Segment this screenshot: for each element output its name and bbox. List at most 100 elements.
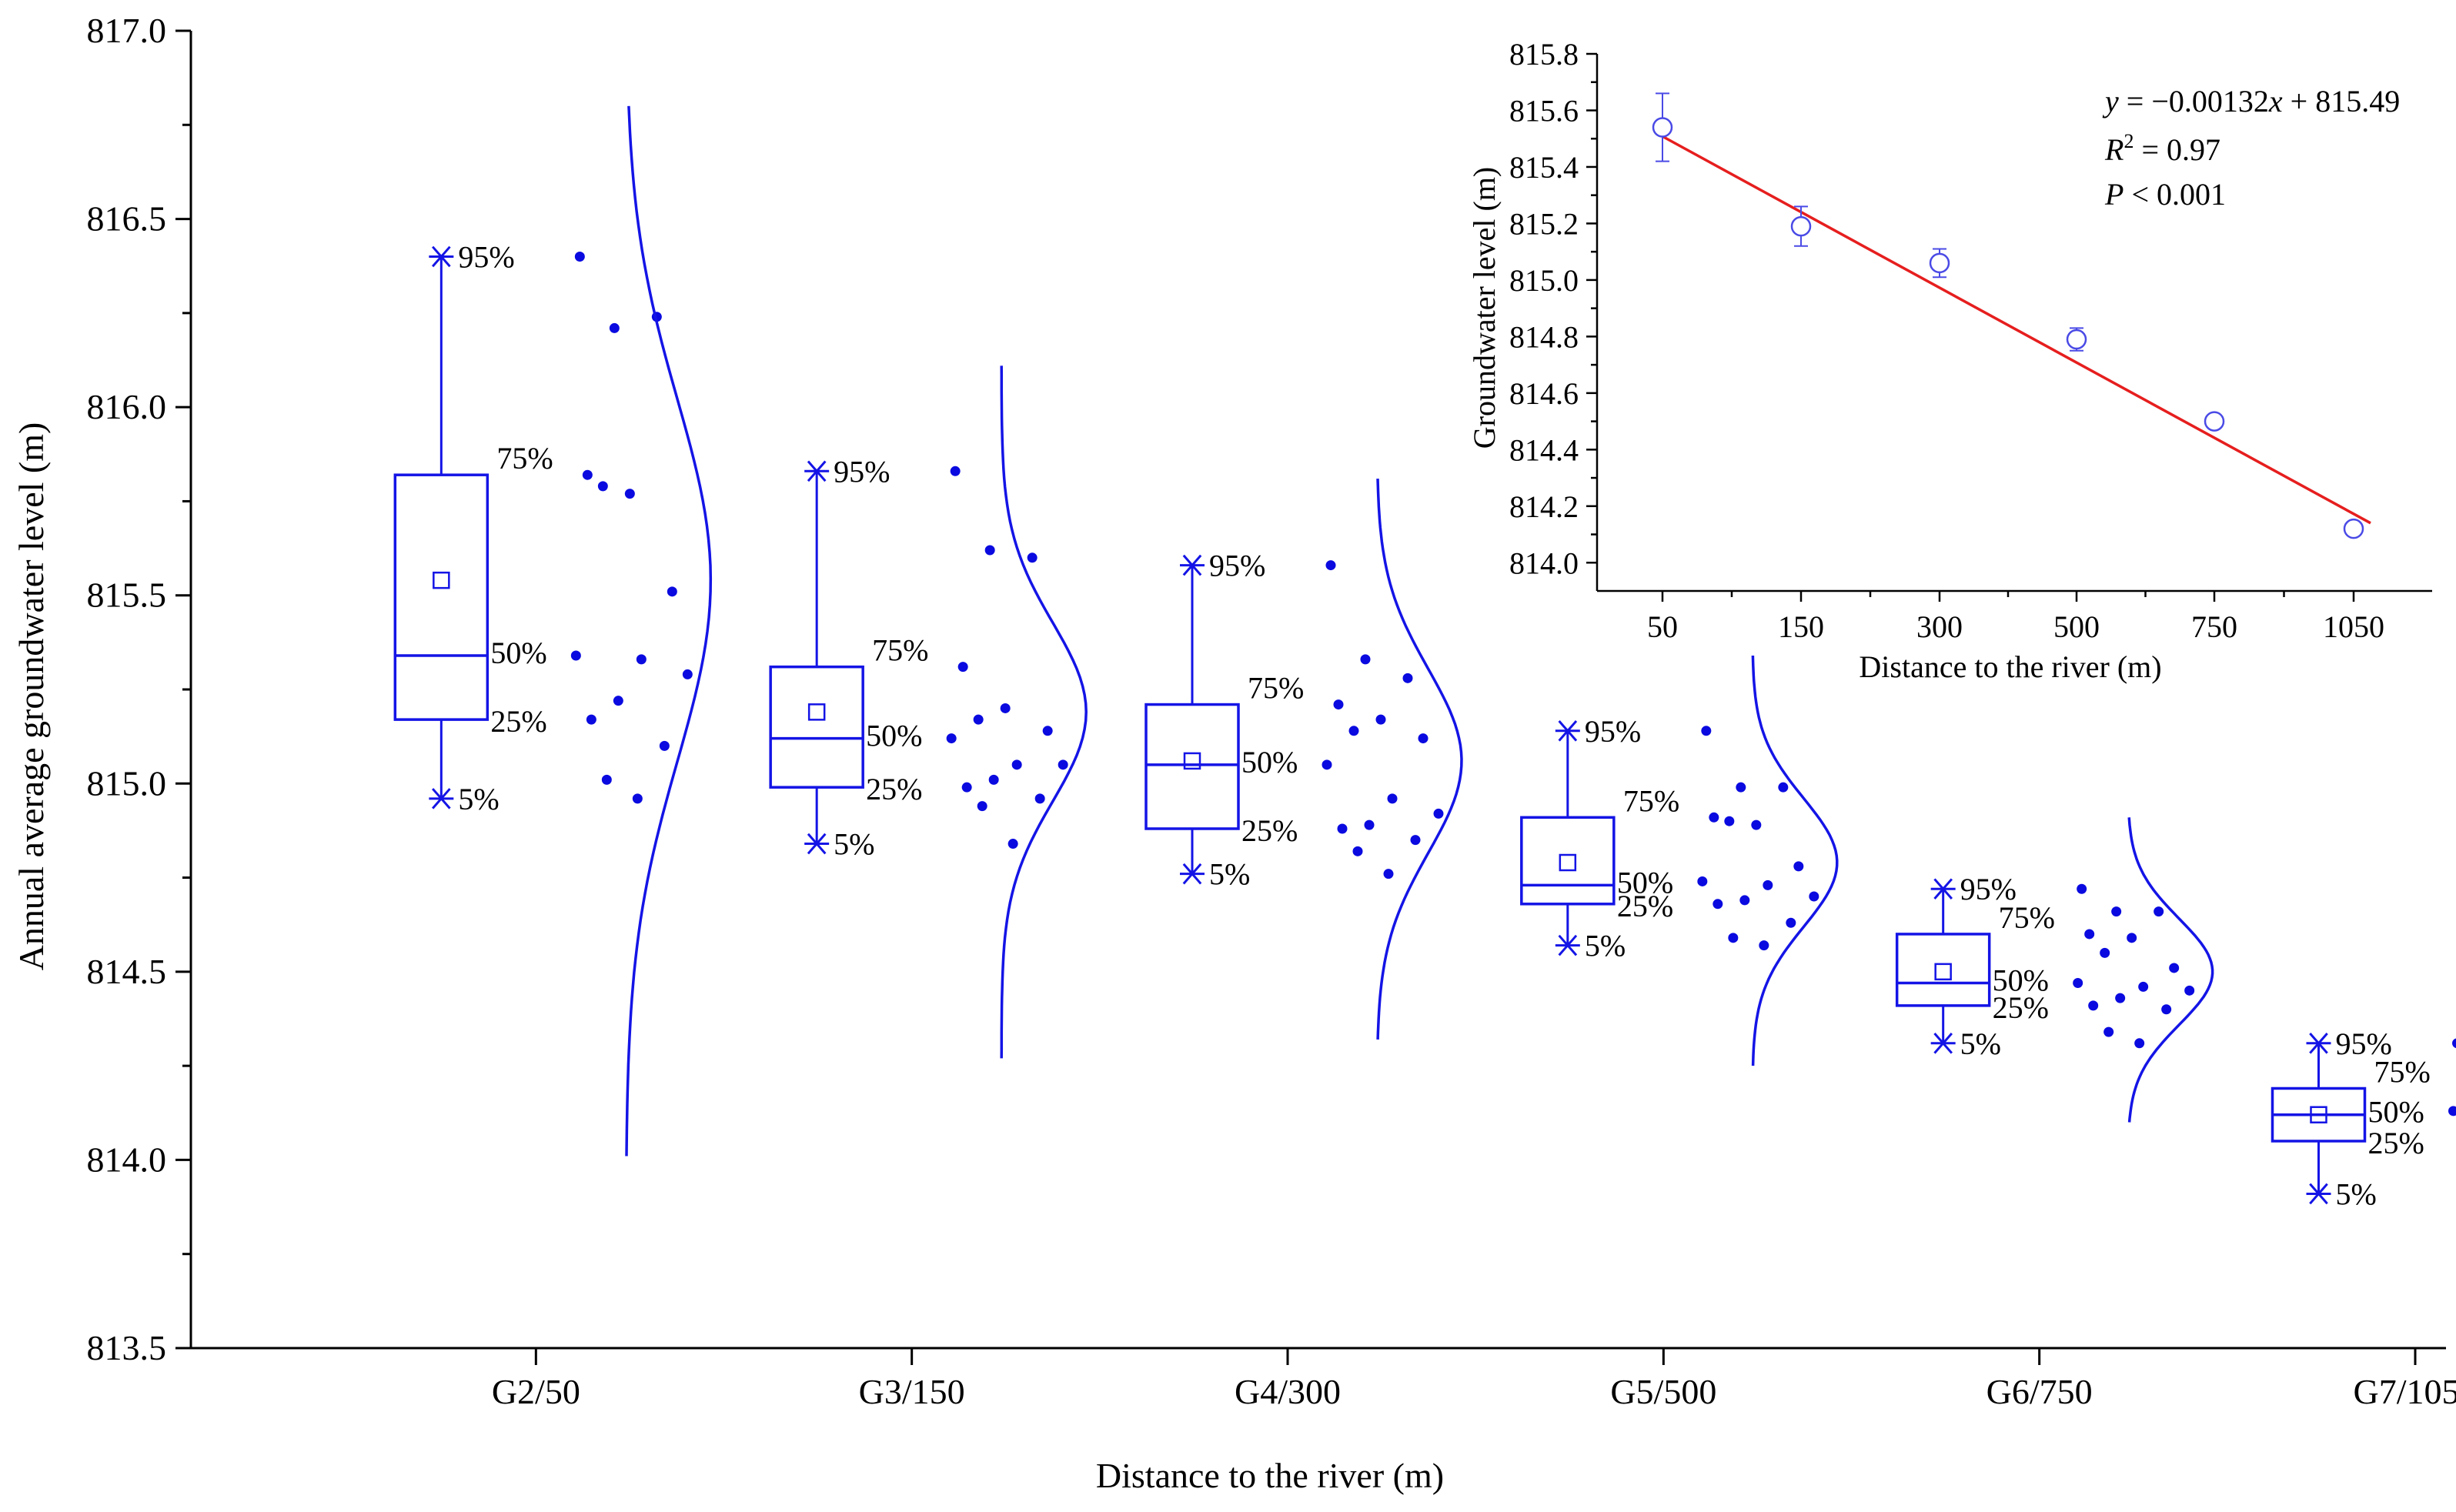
data-point — [1763, 880, 1773, 890]
data-point — [1786, 918, 1796, 928]
data-point — [974, 715, 984, 725]
inset-x-tick-label: 300 — [1916, 609, 1963, 644]
data-point — [1001, 703, 1011, 713]
data-point — [667, 586, 677, 596]
label-50-percent: 50% — [866, 719, 922, 753]
data-point — [1384, 869, 1394, 879]
main-y-tick-label: 813.5 — [87, 1328, 167, 1367]
data-point — [1349, 726, 1359, 736]
data-point — [1778, 783, 1788, 793]
data-point — [989, 775, 999, 785]
box-group-g4-300: 95% 75% 50% 25% 5% — [1146, 479, 1462, 1040]
distribution-curve — [627, 106, 710, 1157]
label-5-percent: 5% — [1209, 857, 1250, 892]
label-5-percent: 5% — [834, 827, 874, 862]
label-95-percent: 95% — [458, 239, 514, 274]
label-75-percent: 75% — [2374, 1054, 2431, 1089]
data-point — [951, 466, 961, 476]
mean-circle-marker — [1930, 254, 1949, 272]
data-point — [1028, 552, 1038, 562]
equation-y-var: y — [2102, 84, 2119, 118]
data-point — [1434, 809, 1444, 819]
label-95-percent: 95% — [1209, 549, 1265, 583]
data-point — [1697, 876, 1707, 886]
inset-plot-background — [1597, 54, 2432, 591]
data-point — [1326, 560, 1336, 570]
inset-y-tick-label: 814.8 — [1509, 319, 1579, 354]
equation-coefficient: = −0.00132 — [2119, 84, 2269, 118]
mean-marker — [1936, 964, 1951, 980]
label-75-percent: 75% — [1248, 671, 1304, 706]
iqr-box — [1897, 934, 1990, 1006]
label-75-percent: 75% — [496, 441, 553, 476]
data-point — [1322, 759, 1332, 769]
data-point — [2127, 933, 2137, 943]
data-point — [1338, 823, 1348, 833]
inset-y-tick-label: 815.8 — [1509, 37, 1579, 72]
r-squared-label: R2 = 0.97 — [2104, 130, 2220, 167]
data-point — [683, 669, 693, 679]
data-point — [958, 662, 968, 672]
data-point — [1035, 793, 1045, 803]
label-5-percent: 5% — [1585, 929, 1626, 963]
data-point — [1709, 813, 1719, 823]
data-point — [625, 489, 635, 499]
main-y-tick-label: 815.0 — [87, 763, 167, 803]
data-point — [1724, 816, 1734, 826]
main-x-tick-label: G7/1050 — [2354, 1372, 2456, 1411]
main-x-tick-label: G4/300 — [1235, 1372, 1341, 1411]
inset-x-axis-label: Distance to the river (m) — [1859, 649, 2161, 684]
data-point — [2100, 948, 2110, 958]
label-95-percent: 95% — [1585, 714, 1641, 749]
iqr-box — [1146, 705, 1238, 829]
data-point — [1793, 861, 1803, 871]
distribution-curve — [1001, 365, 1086, 1058]
label-75-percent: 75% — [872, 633, 928, 668]
box-group-g6-750: 95%75%50%25%5% — [1897, 817, 2213, 1122]
label-50-percent: 50% — [2368, 1095, 2424, 1130]
main-x-tick-label: G5/500 — [1610, 1372, 1716, 1411]
inset-data-point-750 — [2205, 412, 2224, 431]
data-point — [602, 775, 612, 785]
data-point — [1759, 940, 1769, 950]
main-x-axis-label: Distance to the river (m) — [1096, 1456, 1444, 1495]
data-point — [2115, 993, 2125, 1003]
figure-canvas: 813.5814.0814.5815.0815.5816.0816.5817.0… — [0, 0, 2456, 1512]
data-point — [1376, 715, 1386, 725]
p-value-label: P < 0.001 — [2104, 177, 2226, 212]
inset-y-tick-label: 815.0 — [1509, 263, 1579, 298]
data-point — [1736, 783, 1746, 793]
data-point — [2452, 1038, 2456, 1048]
data-point — [633, 793, 643, 803]
data-point — [1728, 933, 1738, 943]
p-value: < 0.001 — [2124, 177, 2226, 212]
data-point — [1701, 726, 1711, 736]
data-point — [1012, 759, 1022, 769]
box-group-g7-1050: 95%75% 50%25% 5% — [2273, 983, 2456, 1236]
data-point — [2084, 929, 2094, 939]
label-75-percent: 75% — [1623, 783, 1679, 818]
data-point — [962, 783, 972, 793]
data-point — [1403, 673, 1413, 683]
data-point — [2154, 906, 2164, 916]
data-point — [1388, 793, 1398, 803]
label-50-percent: 50% — [490, 636, 546, 670]
iqr-box — [395, 475, 487, 719]
data-point — [1739, 895, 1749, 905]
inset-y-tick-label: 815.2 — [1509, 206, 1579, 241]
data-point — [1751, 820, 1761, 830]
inset-data-point-1050 — [2344, 519, 2363, 538]
main-y-tick-label: 814.5 — [87, 952, 167, 991]
mean-circle-marker — [1792, 217, 1810, 235]
data-point — [1361, 654, 1371, 664]
data-point — [586, 715, 596, 725]
data-point — [637, 654, 647, 664]
mean-circle-marker — [2205, 412, 2224, 431]
mean-circle-marker — [2067, 330, 2086, 349]
box-group-g5-500: 95% 75% 50%25% 5% — [1522, 656, 1837, 1066]
label-5-percent: 5% — [2336, 1177, 2377, 1211]
r-superscript: 2 — [2124, 130, 2134, 152]
data-point — [1008, 839, 1018, 849]
data-point — [610, 323, 620, 333]
data-point — [2184, 986, 2194, 996]
